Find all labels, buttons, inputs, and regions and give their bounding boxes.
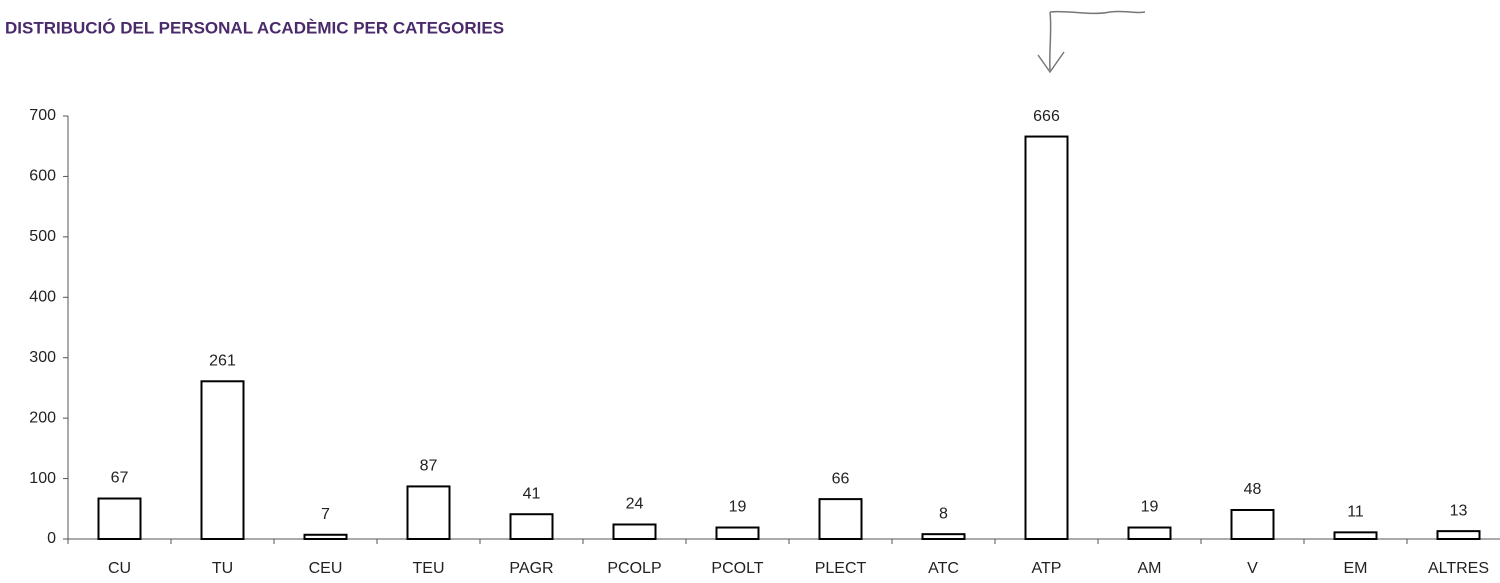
y-tick-label: 100 (29, 470, 56, 487)
bar (1436, 530, 1481, 541)
bar (406, 485, 451, 541)
x-tick-label: V (1247, 560, 1258, 577)
y-tick-label: 400 (29, 289, 56, 306)
bar (303, 533, 348, 541)
bar (1024, 135, 1069, 540)
data-label: 48 (1244, 481, 1262, 498)
x-tick-label: ATC (928, 560, 959, 577)
x-tick-label: ATP (1032, 560, 1062, 577)
y-tick-label: 700 (29, 107, 56, 124)
bar (921, 533, 966, 540)
data-label: 261 (209, 353, 236, 370)
x-tick-label: ALTRES (1428, 560, 1489, 577)
data-label: 19 (1141, 499, 1159, 516)
y-tick-label: 0 (47, 530, 56, 547)
bar (1230, 508, 1275, 541)
bar (818, 498, 863, 541)
x-tick-label: TU (212, 560, 233, 577)
bar (715, 526, 760, 540)
data-label: 41 (523, 485, 541, 502)
data-label: 8 (939, 505, 948, 522)
x-tick-label: EM (1344, 560, 1368, 577)
y-tick-label: 600 (29, 168, 56, 185)
y-tick-label: 500 (29, 228, 56, 245)
data-label: 24 (626, 496, 644, 513)
x-tick-label: PCOLP (607, 560, 661, 577)
data-label: 13 (1450, 502, 1468, 519)
x-tick-label: PCOLT (711, 560, 763, 577)
x-tick-label: PAGR (509, 560, 553, 577)
data-label: 7 (321, 506, 330, 523)
y-tick-label: 300 (29, 349, 56, 366)
bar (200, 380, 245, 540)
bar (1333, 531, 1378, 540)
chart-title: DISTRIBUCIÓ DEL PERSONAL ACADÈMIC PER CA… (5, 18, 504, 37)
data-label: 666 (1033, 108, 1060, 125)
x-tick-label: PLECT (815, 560, 867, 577)
x-tick-label: CEU (309, 560, 343, 577)
y-tick-label: 200 (29, 409, 56, 426)
hand-drawn-arrow (1037, 10, 1146, 74)
data-label: 11 (1347, 504, 1364, 521)
bar (509, 513, 554, 541)
x-tick-label: CU (108, 560, 131, 577)
data-label: 66 (832, 470, 850, 487)
data-label: 67 (111, 470, 129, 487)
data-label: 87 (420, 458, 438, 475)
bar (97, 497, 142, 540)
bar (1127, 526, 1172, 540)
x-tick-label: AM (1138, 560, 1162, 577)
x-tick-label: TEU (413, 560, 445, 577)
bar (612, 523, 657, 540)
data-label: 19 (729, 499, 747, 516)
